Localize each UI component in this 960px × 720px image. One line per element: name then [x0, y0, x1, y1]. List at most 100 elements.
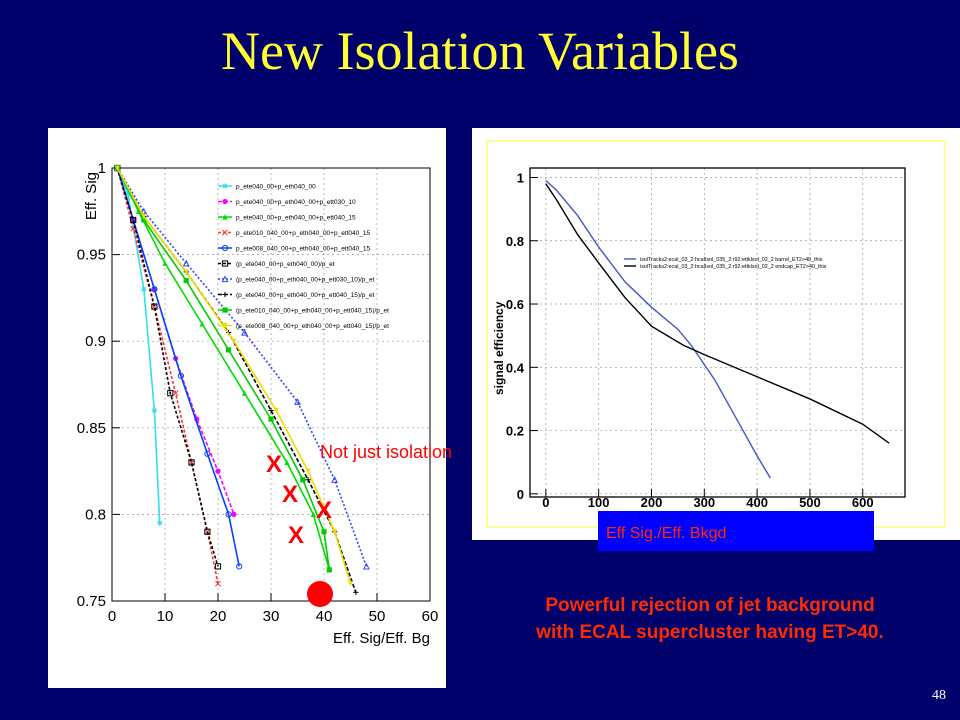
data-point: [130, 216, 137, 224]
x-axis-label: Eff. Sig/Eff. Bg: [333, 630, 430, 647]
data-point: [231, 511, 237, 517]
legend-entry: p_ete040_00+p_eth040_00: [236, 184, 316, 191]
x-marker: X: [266, 451, 282, 478]
data-point: [331, 476, 339, 483]
data-point: [332, 529, 338, 535]
data-point: [188, 459, 195, 466]
y-tick-label: 0.95: [77, 247, 106, 264]
x-tick-label: 600: [852, 495, 874, 510]
series-line: [116, 167, 240, 567]
data-point: [241, 328, 248, 336]
data-point: [231, 338, 237, 344]
x-tick-label: 500: [799, 495, 821, 510]
left-chart-panel: [48, 128, 446, 688]
x-tick-label: 0: [542, 495, 549, 510]
data-point: [226, 347, 232, 353]
legend-entry: p_ete040_00+p_eth040_00+p_ett040_15: [236, 215, 356, 222]
right-chart-frame: [486, 140, 946, 528]
series-line: [116, 167, 352, 584]
data-point: [151, 407, 157, 414]
legend-entry: isolTracks2:ecal_03_2:hcalIsol_035_2:r92…: [640, 264, 827, 270]
y-tick-label: 1: [517, 170, 524, 185]
data-point: [222, 214, 228, 220]
data-point: [221, 275, 229, 283]
slide-title: New Isolation Variables: [221, 21, 739, 81]
y-tick-label: 0.2: [506, 424, 524, 439]
series-line: [116, 167, 368, 567]
legend-entry: (p_ete040_00+p_eth040_00+p_ett030_10)/p_…: [236, 277, 375, 284]
data-point: [182, 259, 190, 267]
y-tick-label: 0.8: [85, 506, 106, 523]
y-tick-label: 0.4: [506, 360, 525, 375]
x-tick-label: 40: [316, 608, 333, 625]
bkgd-label-box: [598, 511, 874, 551]
x-tick-label: 400: [746, 495, 768, 510]
data-point: [199, 321, 205, 327]
y-tick-label: 0.85: [77, 420, 106, 437]
x-tick-label: 30: [263, 608, 280, 625]
data-point: [222, 322, 228, 329]
data-point: [221, 244, 229, 252]
page-number: 48: [932, 688, 946, 703]
data-point: [167, 390, 174, 397]
series-line: [116, 167, 219, 567]
data-point: [310, 511, 316, 517]
data-point: [141, 286, 147, 292]
data-point: [151, 303, 158, 310]
data-point: [204, 450, 211, 457]
data-point: [305, 477, 311, 483]
annotation-not-just-isolation: Not just isolation: [320, 442, 453, 462]
series-line: [545, 183, 890, 444]
data-point: [284, 459, 290, 466]
data-point: [114, 165, 120, 171]
legend-entry: p_ete040_00+p_eth040_00+p_ett030_10: [236, 199, 356, 206]
data-point: [157, 520, 163, 526]
data-point: [222, 307, 228, 313]
x-marker: X: [288, 522, 304, 549]
data-point: [273, 407, 279, 414]
legend-entry: (p_ete008_040_00+p_eth040_00+p_ett040_15…: [236, 323, 389, 330]
y-axis-label: Eff. Sig: [83, 172, 100, 220]
data-point: [294, 398, 301, 405]
legend-entry: isolTracks2:ecal_03_2:hcalIsol_035_2:r92…: [640, 257, 823, 263]
data-point: [222, 291, 228, 298]
data-point: [347, 581, 354, 587]
x-tick-label: 300: [693, 495, 715, 510]
x-tick-label: 50: [369, 608, 386, 625]
data-point: [125, 191, 131, 197]
y-tick-label: 0.75: [77, 593, 106, 610]
data-point: [222, 183, 228, 189]
data-point: [321, 529, 327, 535]
series-line: [116, 167, 331, 570]
data-point: [177, 372, 184, 379]
data-point: [151, 286, 158, 293]
data-point: [141, 217, 147, 223]
x-tick-label: 20: [210, 608, 227, 625]
y-tick-label: 0.6: [506, 297, 524, 312]
data-point: [268, 416, 274, 422]
data-point: [183, 277, 189, 284]
legend-entry: (p_ete040_00+p_eth040_00+p_ett040_15)/p_…: [236, 292, 375, 299]
data-point: [188, 459, 195, 466]
legend-entry: p_ete008_040_00+p_eth040_00+p_ett040_15: [236, 246, 370, 253]
data-point: [326, 567, 332, 573]
legend-entry: (p_ete010_040_00+p_eth040_00+p_ett040_15…: [236, 308, 389, 315]
data-point: [215, 580, 221, 587]
data-point: [222, 198, 228, 205]
series-line: [545, 180, 771, 479]
data-point: [300, 477, 306, 483]
data-point: [141, 213, 147, 220]
data-point: [241, 390, 248, 396]
caption-text: Powerful rejection of jet background wit…: [536, 595, 884, 643]
y-tick-label: 0.9: [85, 333, 106, 350]
x-tick-label: 100: [588, 495, 610, 510]
data-point: [353, 589, 359, 595]
x-tick-label: 60: [422, 608, 439, 625]
data-point: [162, 260, 168, 266]
data-point: [214, 563, 222, 570]
plot-frame: [529, 167, 906, 498]
data-point: [305, 468, 311, 474]
data-point: [172, 390, 179, 397]
